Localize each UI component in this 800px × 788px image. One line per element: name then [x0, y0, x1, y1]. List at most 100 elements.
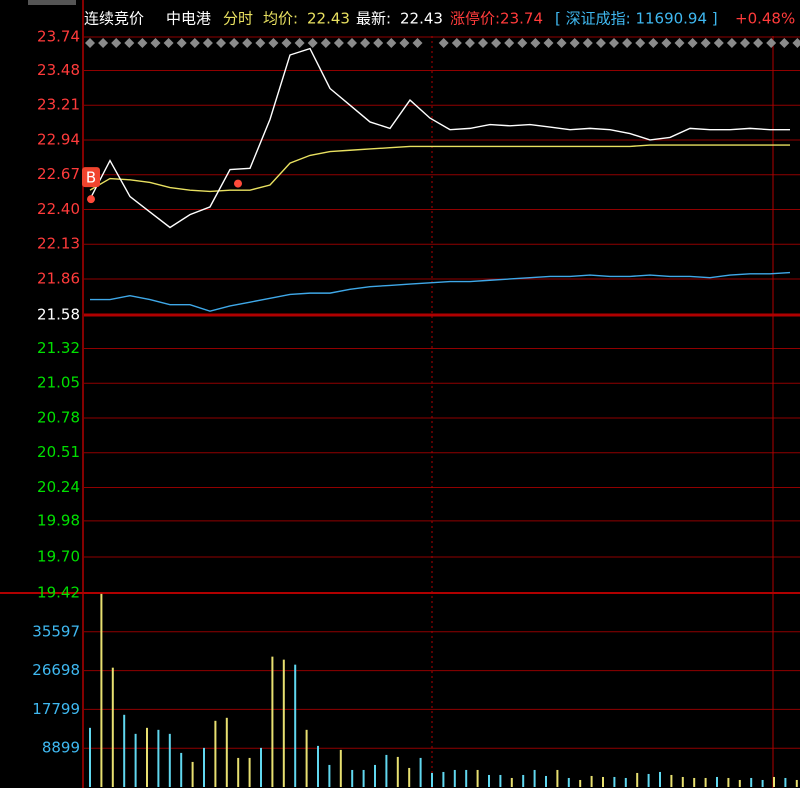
auction-marker [281, 38, 292, 48]
auction-marker [229, 38, 240, 48]
volume-bar [750, 777, 753, 787]
auction-marker [478, 38, 488, 48]
volume-bar [317, 745, 319, 787]
volume-bar [396, 756, 399, 787]
auction-marker [412, 38, 423, 48]
series-line [90, 271, 791, 312]
volume-bar [214, 720, 217, 787]
volume-bar [499, 774, 502, 787]
y-tick-label: 22.13 [37, 235, 80, 253]
volume-bar [795, 779, 798, 787]
volume-bar [248, 757, 251, 787]
auction-marker [163, 38, 174, 48]
auction-row [85, 38, 800, 48]
volume-bar [111, 667, 114, 787]
volume-bar [590, 775, 593, 787]
volume-bar [294, 664, 297, 787]
last-value: 22.43 [400, 10, 443, 28]
y-tick-label: 21.86 [37, 269, 80, 287]
auction-marker [98, 38, 109, 48]
y-tick-label: 19.42 [37, 584, 80, 602]
volume-bar [134, 733, 137, 787]
auction-marker [556, 38, 567, 48]
auction-marker [399, 38, 410, 48]
limit-up: 涨停价:23.74 [450, 10, 543, 28]
volume-bar [168, 733, 171, 787]
avg-value: 22.43 [307, 10, 350, 28]
auction-marker [530, 38, 541, 48]
last-label: 最新: [356, 10, 391, 28]
stock-name: 中电港 [166, 10, 211, 28]
volume-bar [100, 593, 103, 787]
y-tick-label: 21.58 [37, 306, 80, 324]
volume-bar [636, 772, 639, 787]
auction-marker [464, 38, 475, 48]
volume-bar [670, 774, 673, 787]
volume-bar [408, 767, 411, 787]
volume-bar [716, 776, 718, 787]
auction-marker [622, 38, 633, 48]
auction-marker [517, 38, 528, 48]
volume-bar [488, 774, 490, 787]
auction-marker [176, 38, 187, 48]
auction-marker [451, 38, 462, 48]
volume-bar [510, 777, 513, 787]
auction-marker [320, 38, 331, 48]
volume-bar [567, 777, 570, 787]
y-tick-label: 22.40 [37, 200, 80, 218]
volume-bar [681, 776, 684, 787]
volume-bar [761, 779, 764, 787]
auction-marker [294, 38, 305, 48]
index: [ 深证成指: 11690.94 ] [555, 10, 718, 28]
auction-marker [242, 38, 253, 48]
auction-marker [766, 38, 777, 48]
auction-marker [438, 38, 449, 48]
volume-bar [431, 772, 433, 787]
view: 分时 [223, 10, 253, 28]
y-tick-label: 8899 [42, 739, 80, 757]
volume-bar [282, 659, 285, 787]
volume-bar [157, 729, 160, 787]
auction-marker [85, 38, 95, 48]
auction-marker [333, 38, 344, 48]
volume-bar [556, 769, 559, 787]
auction-marker [307, 38, 318, 48]
volume-bar [659, 771, 661, 787]
auction-marker [792, 38, 800, 48]
volume-bar [260, 747, 262, 787]
auction-marker [779, 38, 790, 48]
volume-bar [704, 777, 707, 787]
volume-bar [613, 776, 616, 787]
avg-label: 均价: [263, 10, 298, 28]
auction-marker [687, 38, 698, 48]
auction-marker [609, 38, 619, 48]
volume-bar [624, 777, 627, 787]
auction-marker [648, 38, 659, 48]
y-tick-label: 22.94 [37, 130, 80, 148]
y-tick-label: 17799 [32, 700, 80, 718]
y-tick-label: 35597 [32, 622, 80, 640]
volume-bar [442, 771, 445, 787]
y-tick-label: 23.48 [37, 61, 80, 79]
volume-bar [385, 754, 388, 787]
volume-bar [773, 776, 775, 787]
auction-marker [202, 38, 213, 48]
trade-badge-label: B [86, 169, 96, 187]
volume-bar [419, 757, 422, 787]
auction-marker [491, 38, 502, 48]
volume-bar [465, 769, 468, 787]
volume-bar [339, 749, 342, 787]
volume-bar [271, 656, 274, 787]
top-tab [28, 0, 76, 5]
auction-marker [360, 38, 371, 48]
auction-marker [137, 38, 148, 48]
auction-marker [740, 38, 750, 48]
auction-marker [753, 38, 764, 48]
volume-bar [647, 773, 650, 787]
auction-marker [661, 38, 672, 48]
auction-marker [373, 38, 384, 48]
auction-marker [674, 38, 685, 48]
auction-marker [124, 38, 135, 48]
volume-bar [453, 769, 456, 787]
